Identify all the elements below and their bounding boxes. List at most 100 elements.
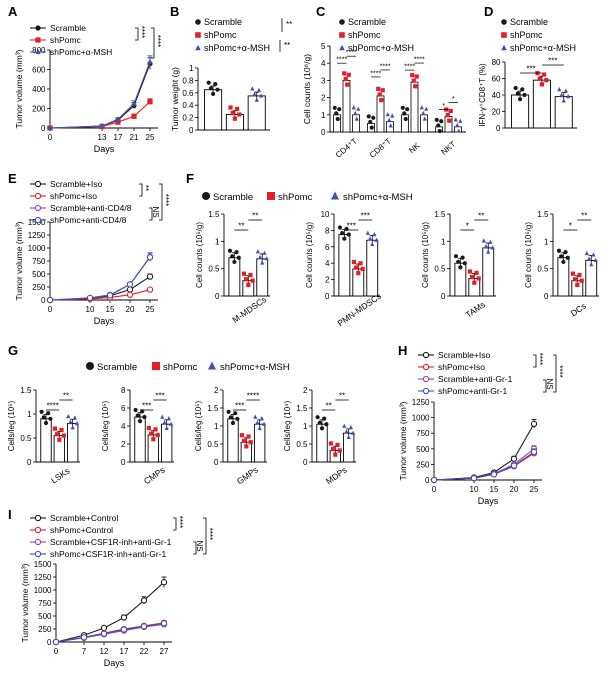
sig-label: *** <box>526 65 535 74</box>
y-tick-label: 0 <box>41 124 46 133</box>
replicate-point <box>365 230 370 235</box>
sig-label: ** <box>238 222 244 231</box>
sig-label: **** <box>175 516 184 528</box>
sig-label: *** <box>142 402 151 411</box>
replicate-point <box>351 259 357 265</box>
replicate-point <box>335 442 340 447</box>
replicate-point <box>228 415 233 420</box>
replicate-point <box>55 432 60 437</box>
replicate-point <box>328 441 334 446</box>
x-tick-label: 20 <box>510 485 519 494</box>
replicate-point <box>256 87 262 92</box>
data-point <box>146 286 154 293</box>
legend-marker <box>34 180 42 188</box>
replicate-point <box>241 271 247 276</box>
sig-label: **** <box>370 70 381 77</box>
legend-label: Scramble+Control <box>50 513 118 523</box>
y-tick-label: 0.5 <box>20 434 32 443</box>
replicate-point <box>345 82 350 87</box>
legend-label: shPomc <box>163 362 198 373</box>
replicate-point <box>559 254 564 259</box>
bar <box>338 234 351 297</box>
x-tick-label: 15 <box>490 485 499 494</box>
y-tick-label: 0.2 <box>182 114 194 123</box>
sig-label: **** <box>535 353 544 365</box>
y-tick-label: 0.5 <box>537 265 549 274</box>
replicate-point <box>377 92 382 97</box>
data-point <box>530 420 538 427</box>
x-tick-label: 25 <box>146 305 155 314</box>
y-tick-label: 1 <box>27 410 32 419</box>
legend-label: shPomc <box>510 30 543 40</box>
legend-marker <box>501 44 507 51</box>
replicate-point <box>346 434 351 439</box>
replicate-point <box>242 438 247 443</box>
y-tick-label: 4 <box>121 422 126 431</box>
replicate-point <box>354 265 359 270</box>
replicate-point <box>234 250 239 255</box>
replicate-point <box>376 86 381 91</box>
x-axis-label: Days <box>104 658 125 668</box>
data-point <box>120 614 128 621</box>
legend-marker <box>195 44 201 51</box>
legend-label: shPomc <box>348 30 381 40</box>
data-point <box>99 122 105 129</box>
y-tick-label: 1.5 <box>537 210 549 219</box>
replicate-point <box>402 111 407 116</box>
y-tick-label: 1.5 <box>207 404 219 413</box>
replicate-point <box>413 84 418 89</box>
bar <box>227 418 239 463</box>
x-axis-label: Days <box>478 496 499 506</box>
data-point <box>115 119 121 125</box>
y-tick-label: 40 <box>492 91 501 100</box>
data-point <box>100 630 108 637</box>
sig-label: ** <box>581 212 587 221</box>
legend-marker <box>35 37 41 43</box>
legend-label: Scramble <box>348 17 386 27</box>
sig-label: ** <box>63 392 69 401</box>
replicate-point <box>46 411 51 416</box>
legend-label: shPomc+CSF1R-inh+anti-Gr-1 <box>50 549 166 559</box>
data-point <box>115 116 121 122</box>
y-tick-label: 2 <box>303 386 308 395</box>
replicate-point <box>405 107 410 112</box>
category-label: NKT <box>439 139 457 156</box>
y-tick-label: 0.4 <box>182 101 194 110</box>
sig-label: *** <box>347 222 356 231</box>
replicate-point <box>593 257 598 263</box>
panel-letter: H <box>398 343 407 358</box>
replicate-point <box>354 116 359 121</box>
y-tick-label: 0 <box>425 476 430 485</box>
replicate-point <box>61 433 66 438</box>
replicate-point <box>350 430 356 435</box>
replicate-point <box>151 437 156 442</box>
replicate-point <box>322 416 327 421</box>
legend-label: shPomc+α-MSH <box>348 43 414 53</box>
replicate-point <box>458 118 463 123</box>
y-tick-label: 5 <box>321 42 326 51</box>
replicate-point <box>244 277 249 282</box>
sig-bracket <box>543 379 547 393</box>
sig-label: * <box>442 103 445 110</box>
y-tick-label: 20 <box>492 108 501 117</box>
y-tick-label: 0 <box>47 638 52 647</box>
legend-marker <box>208 361 216 370</box>
bar <box>134 416 146 463</box>
data-point <box>100 624 108 632</box>
panel-letter: B <box>170 4 179 19</box>
x-tick-label: 25 <box>146 133 155 142</box>
y-tick-label: 750 <box>416 429 430 438</box>
data-point <box>430 476 438 484</box>
legend-marker <box>34 514 42 522</box>
panel-letter: D <box>484 4 493 19</box>
replicate-point <box>539 82 545 87</box>
series-line <box>55 622 165 643</box>
legend-label: Scramble+Iso <box>438 350 490 360</box>
y-tick-label: 1250 <box>412 398 430 407</box>
data-point <box>530 448 538 456</box>
replicate-point <box>208 86 213 91</box>
y-tick-label: 0 <box>325 292 330 301</box>
replicate-point <box>346 72 351 77</box>
legend-label: shPomc <box>278 192 313 203</box>
